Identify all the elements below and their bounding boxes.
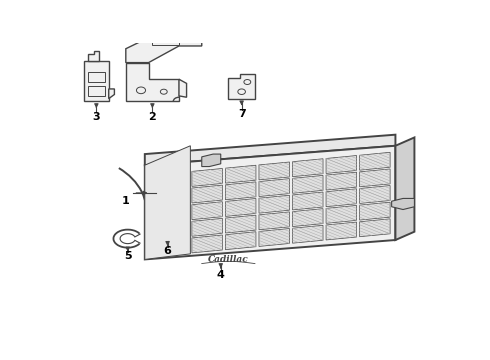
Polygon shape <box>225 198 256 216</box>
Polygon shape <box>360 169 390 187</box>
Polygon shape <box>326 222 357 240</box>
Polygon shape <box>192 235 222 253</box>
Polygon shape <box>202 154 220 167</box>
Polygon shape <box>293 159 323 177</box>
Polygon shape <box>259 162 290 180</box>
Text: 5: 5 <box>124 251 131 261</box>
Polygon shape <box>360 219 390 237</box>
Polygon shape <box>109 89 115 99</box>
Polygon shape <box>360 185 390 203</box>
Polygon shape <box>192 202 222 220</box>
Polygon shape <box>259 195 290 213</box>
Polygon shape <box>126 63 179 102</box>
Polygon shape <box>225 165 256 183</box>
Polygon shape <box>225 215 256 233</box>
Polygon shape <box>326 156 357 174</box>
Polygon shape <box>179 79 187 97</box>
Polygon shape <box>293 175 323 193</box>
Polygon shape <box>395 138 415 240</box>
Polygon shape <box>88 51 99 61</box>
Polygon shape <box>192 168 222 186</box>
Polygon shape <box>225 232 256 249</box>
Polygon shape <box>259 179 290 197</box>
Text: 1: 1 <box>122 196 130 206</box>
Bar <box>152 40 179 45</box>
Polygon shape <box>326 172 357 190</box>
Polygon shape <box>145 135 395 165</box>
Text: 7: 7 <box>238 109 245 119</box>
Polygon shape <box>392 198 415 210</box>
Text: 3: 3 <box>93 112 100 122</box>
Polygon shape <box>293 192 323 210</box>
Text: 4: 4 <box>217 270 225 280</box>
Text: 6: 6 <box>164 246 171 256</box>
Polygon shape <box>225 182 256 200</box>
Polygon shape <box>360 152 390 170</box>
Polygon shape <box>84 61 109 102</box>
Bar <box>88 72 105 82</box>
Polygon shape <box>192 185 222 203</box>
Polygon shape <box>145 146 190 260</box>
Text: Cadillac: Cadillac <box>208 255 249 264</box>
Polygon shape <box>326 189 357 207</box>
Polygon shape <box>145 146 395 260</box>
Polygon shape <box>192 219 222 236</box>
Polygon shape <box>126 38 202 63</box>
Polygon shape <box>360 202 390 220</box>
Polygon shape <box>228 74 255 99</box>
Polygon shape <box>293 209 323 226</box>
Polygon shape <box>326 206 357 223</box>
Polygon shape <box>259 212 290 230</box>
Polygon shape <box>259 229 290 247</box>
Bar <box>88 86 105 96</box>
Text: 2: 2 <box>148 112 156 122</box>
Polygon shape <box>293 225 323 243</box>
